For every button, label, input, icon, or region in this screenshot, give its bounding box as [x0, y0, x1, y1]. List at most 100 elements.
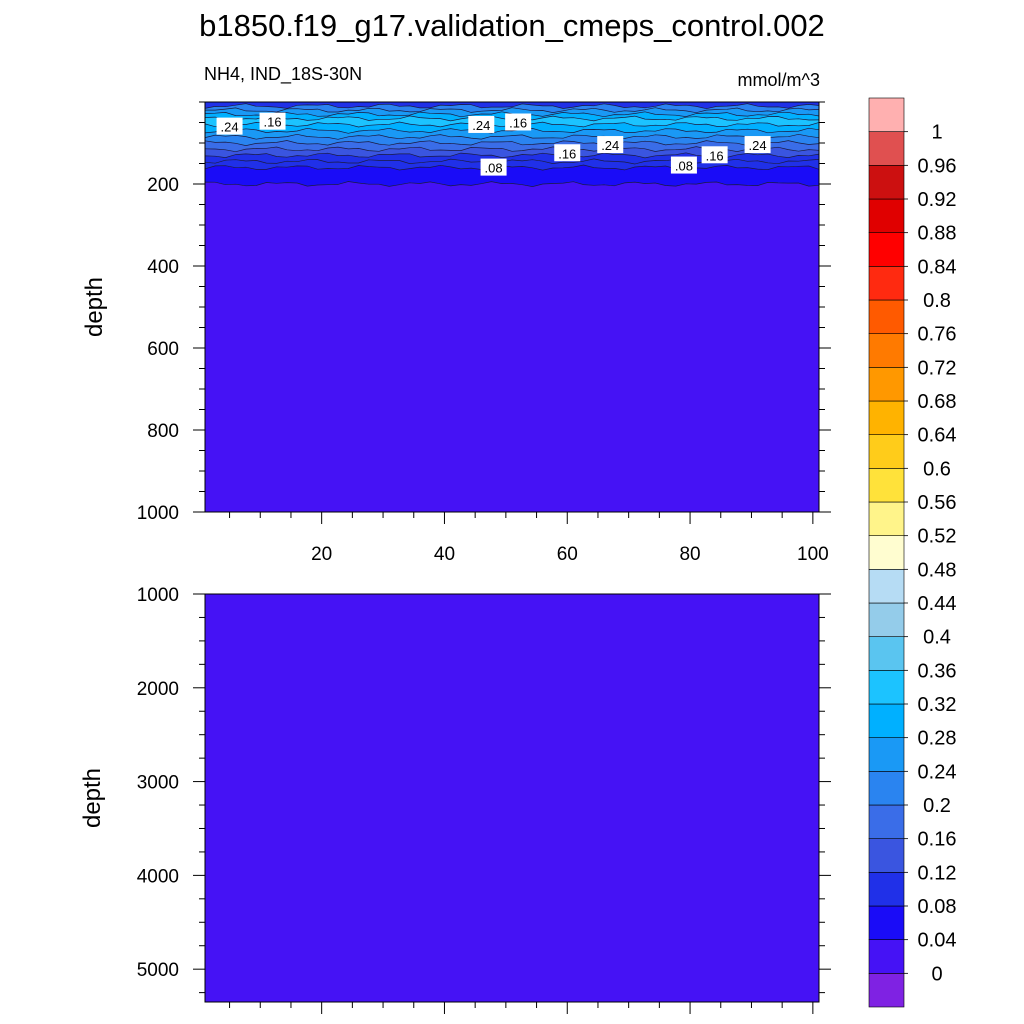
contour-label-box	[259, 112, 286, 130]
x-tick-label: 60	[557, 544, 578, 565]
colorbar-label: 0.12	[918, 862, 957, 884]
contour-line	[204, 164, 820, 171]
contour-label: .08	[485, 161, 503, 176]
colorbar-label: 0.36	[918, 660, 957, 682]
colorbar-label: 0.92	[918, 189, 957, 211]
y-tick-label: 1000	[137, 503, 179, 524]
lower-panel-filled-contours	[205, 594, 819, 1002]
colorbar-swatch	[868, 838, 905, 873]
lower-panel-frame	[204, 593, 820, 1003]
colorbar-swatch	[868, 973, 905, 1008]
contour-line	[204, 140, 820, 146]
contour-band	[205, 134, 819, 146]
colorbar-swatch	[868, 771, 905, 806]
colorbar-swatch	[868, 569, 905, 604]
colorbar-label: 0.32	[918, 694, 957, 716]
y-tick-label: 4000	[137, 866, 179, 887]
contour-label: .24	[601, 138, 619, 153]
colorbar-swatch	[868, 198, 905, 233]
contour-band	[205, 140, 819, 152]
x-tick-label: 20	[311, 544, 332, 565]
upper-panel: .24 .16 .24 .16 .16 .24 .08 .08 .16 .24 20 40 60 80 1…	[81, 101, 831, 565]
colorbar-swatch	[868, 299, 905, 334]
colorbar-swatch	[868, 939, 905, 974]
colorbar-label: 0.4	[923, 627, 951, 649]
colorbar-swatch	[868, 367, 905, 402]
colorbar-swatch	[868, 400, 905, 435]
lower-panel: 1000 2000 3000 4000 5000 depth	[79, 585, 831, 1014]
colorbar-swatch	[868, 535, 905, 570]
colorbar-swatch	[868, 703, 905, 738]
colorbar-swatch	[868, 737, 905, 772]
colorbar-label: 0.84	[918, 256, 957, 278]
upper-panel-x-axis: 20 40 60 80 100	[229, 512, 829, 565]
colorbar-swatch	[868, 165, 905, 200]
colorbar-label: 0.48	[918, 559, 957, 581]
colorbar-label: 0.52	[918, 526, 957, 548]
contour-label-box	[468, 115, 495, 133]
colorbar-label: 0.8	[923, 290, 951, 312]
contour-label: .16	[509, 116, 527, 131]
colorbar-swatch	[868, 333, 905, 368]
colorbar-label: 0.72	[918, 357, 957, 379]
colorbar-label: 0.88	[918, 223, 957, 245]
lower-panel-x-axis	[229, 1002, 814, 1014]
y-tick-label: 3000	[137, 773, 179, 794]
contour-band	[205, 158, 819, 171]
contour-band	[205, 594, 819, 1002]
upper-panel-contour-labels: .24 .16 .24 .16 .16 .24 .08 .08 .16 .24	[216, 112, 771, 176]
contour-label-box	[480, 158, 507, 176]
colorbar-swatch	[868, 131, 905, 166]
contour-label-box	[597, 136, 624, 154]
contour-label: .16	[558, 146, 576, 161]
chart-title: b1850.f19_g17.validation_cmeps_control.0…	[199, 8, 825, 43]
contour-label-box	[744, 136, 771, 154]
contour-line	[204, 181, 820, 187]
colorbar-label: 0.68	[918, 391, 957, 413]
colorbar-swatch	[868, 872, 905, 907]
colorbar-label: 0.28	[918, 728, 957, 750]
colorbar-label: 0.24	[918, 761, 957, 783]
colorbar-label: 0.08	[918, 896, 957, 918]
colorbar-label: 0.56	[918, 492, 957, 514]
upper-panel-y-axis: 200 400 600 800 1000	[137, 101, 831, 524]
contour-band	[205, 128, 819, 140]
contour-line	[204, 133, 820, 140]
colorbar-swatch	[868, 501, 905, 536]
colorbar-label: 0.44	[918, 593, 957, 615]
upper-panel-filled-contours	[205, 102, 819, 512]
contour-label: .08	[675, 159, 693, 174]
upper-panel-unit-label: mmol/m^3	[738, 70, 820, 90]
x-tick-label: 80	[679, 544, 700, 565]
colorbar-swatch	[868, 232, 905, 267]
y-tick-label: 600	[147, 339, 179, 360]
contour-label: .24	[472, 118, 490, 133]
contour-band	[205, 152, 819, 164]
colorbar-label: 0.76	[918, 324, 957, 346]
colorbar-swatch	[868, 434, 905, 469]
contour-label: .16	[706, 148, 724, 163]
y-tick-label: 1000	[137, 585, 179, 606]
contour-label-box	[554, 144, 581, 162]
colorbar-swatch	[868, 670, 905, 705]
contour-band	[205, 165, 819, 187]
y-tick-label: 5000	[137, 960, 179, 981]
y-tick-label: 2000	[137, 679, 179, 700]
y-tick-label: 400	[147, 257, 179, 278]
colorbar-swatch	[868, 804, 905, 839]
colorbar-swatch	[868, 97, 905, 132]
upper-panel-contour-lines	[204, 103, 820, 187]
colorbar-label: 0.16	[918, 829, 957, 851]
y-tick-label: 800	[147, 421, 179, 442]
contour-label: .24	[221, 120, 239, 135]
colorbar-swatch	[868, 266, 905, 301]
x-tick-label: 40	[434, 544, 455, 565]
contour-label-box	[701, 146, 728, 164]
contour-label-box	[670, 156, 697, 174]
colorbar-label: 0.2	[923, 795, 951, 817]
colorbar-swatch	[868, 468, 905, 503]
contour-band	[205, 181, 819, 512]
contour-label: .24	[749, 138, 767, 153]
lower-panel-y-axis: 1000 2000 3000 4000 5000	[137, 585, 831, 994]
